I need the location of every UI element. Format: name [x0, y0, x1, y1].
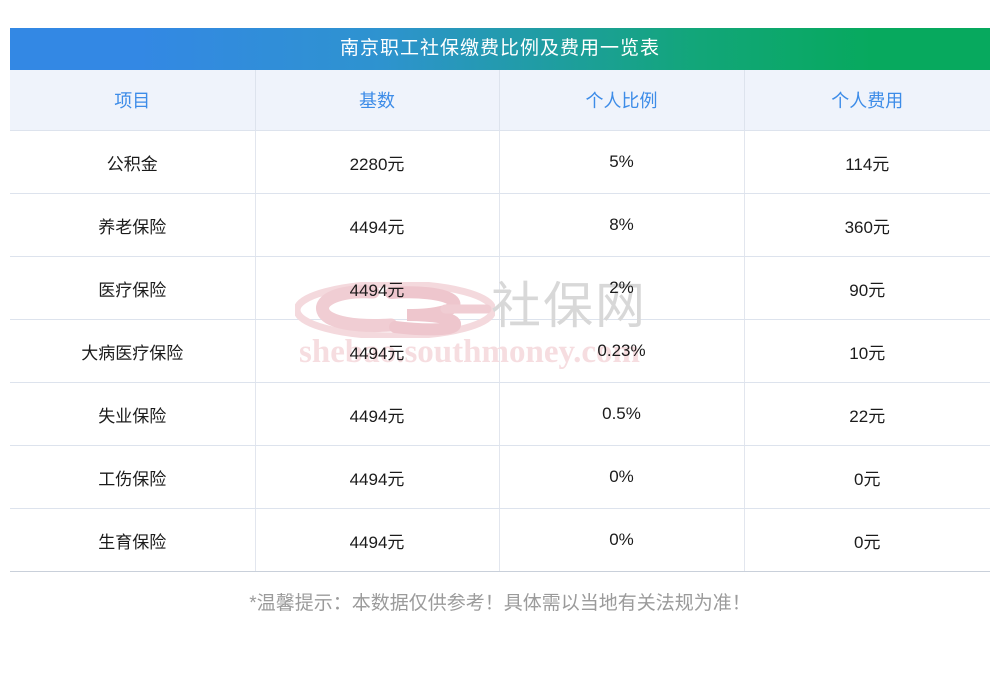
cell-item: 养老保险	[10, 193, 256, 257]
table-row: 公积金 2280元 5% 114元	[10, 130, 990, 194]
cell-base: 4494元	[255, 445, 500, 509]
cell-item: 工伤保险	[10, 445, 256, 509]
table-row: 工伤保险 4494元 0% 0元	[10, 445, 990, 509]
cell-fee: 90元	[744, 256, 990, 320]
cell-fee: 0元	[744, 508, 990, 572]
table-row: 失业保险 4494元 0.5% 22元	[10, 382, 990, 446]
cell-item: 生育保险	[10, 508, 256, 572]
cell-rate: 0%	[499, 445, 745, 509]
cell-item: 失业保险	[10, 382, 256, 446]
column-header-rate: 个人比例	[499, 70, 745, 131]
cell-base: 4494元	[255, 256, 500, 320]
cell-rate: 8%	[499, 193, 745, 257]
social-insurance-table: 项目 基数 个人比例 个人费用 公积金 2280元 5% 114元 养老保险 4…	[10, 70, 990, 572]
table-row: 医疗保险 4494元 2% 90元	[10, 256, 990, 320]
cell-base: 4494元	[255, 319, 500, 383]
cell-item: 医疗保险	[10, 256, 256, 320]
cell-base: 4494元	[255, 193, 500, 257]
table-row: 大病医疗保险 4494元 0.23% 10元	[10, 319, 990, 383]
cell-fee: 0元	[744, 445, 990, 509]
cell-base: 4494元	[255, 382, 500, 446]
table-header-row: 项目 基数 个人比例 个人费用	[10, 70, 990, 131]
cell-rate: 0.23%	[499, 319, 745, 383]
cell-base: 4494元	[255, 508, 500, 572]
cell-fee: 360元	[744, 193, 990, 257]
column-header-base: 基数	[255, 70, 500, 131]
cell-fee: 114元	[744, 130, 990, 194]
footer-disclaimer: *温馨提示：本数据仅供参考！具体需以当地有关法规为准！	[249, 593, 751, 614]
cell-rate: 0.5%	[499, 382, 745, 446]
cell-item: 公积金	[10, 130, 256, 194]
page-title: 南京职工社保缴费比例及费用一览表	[10, 28, 990, 70]
cell-rate: 2%	[499, 256, 745, 320]
cell-fee: 22元	[744, 382, 990, 446]
cell-item: 大病医疗保险	[10, 319, 256, 383]
cell-rate: 0%	[499, 508, 745, 572]
column-header-fee: 个人费用	[744, 70, 990, 131]
table-row: 生育保险 4494元 0% 0元	[10, 508, 990, 572]
cell-base: 2280元	[255, 130, 500, 194]
cell-rate: 5%	[499, 130, 745, 194]
cell-fee: 10元	[744, 319, 990, 383]
social-insurance-table-container: 南京职工社保缴费比例及费用一览表 项目 基数 个人比例 个人费用 公积金 228…	[10, 28, 990, 572]
column-header-item: 项目	[10, 70, 256, 131]
table-row: 养老保险 4494元 8% 360元	[10, 193, 990, 257]
